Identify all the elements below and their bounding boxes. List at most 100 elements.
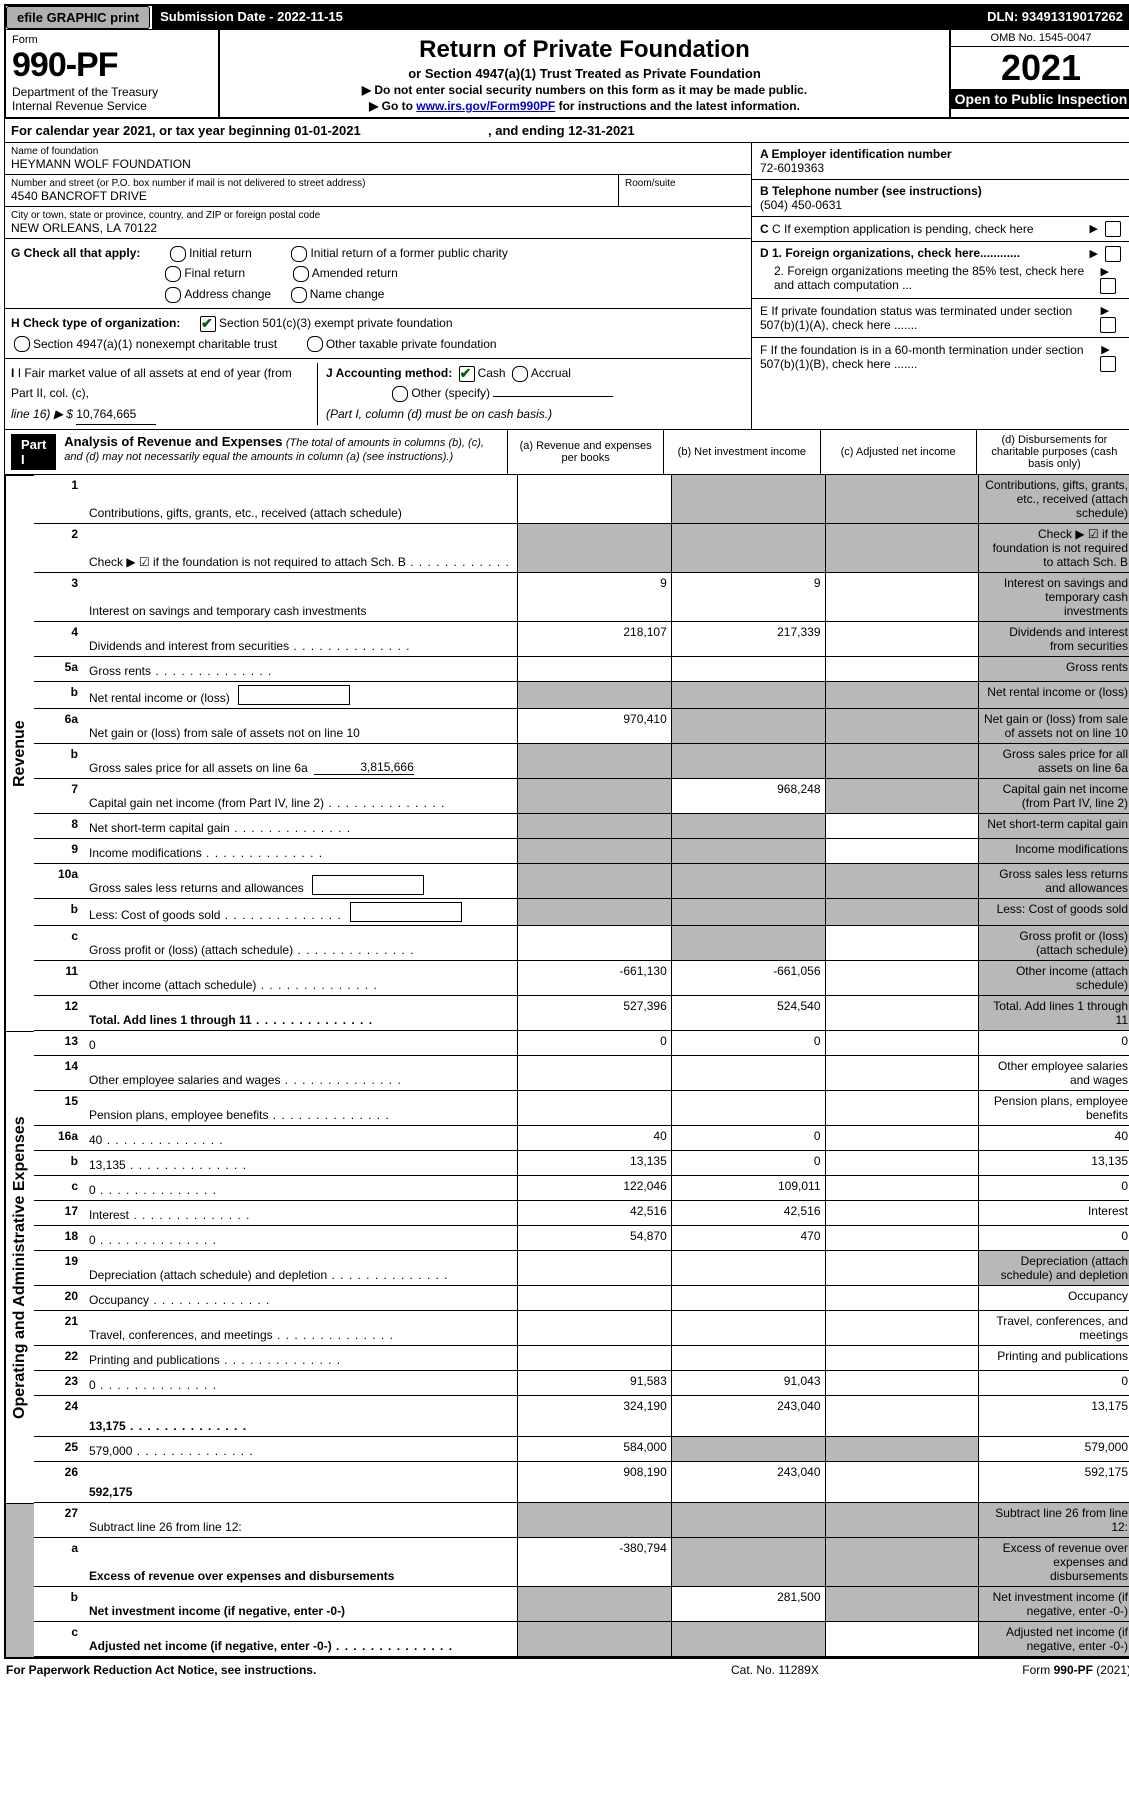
row-number: 19 xyxy=(34,1251,85,1285)
checkbox-name-change[interactable] xyxy=(291,287,307,303)
table-row: 8Net short-term capital gainNet short-te… xyxy=(34,814,1129,839)
checkbox-c[interactable] xyxy=(1105,221,1121,237)
cell-c xyxy=(826,1056,980,1090)
row-number: 7 xyxy=(34,779,85,813)
header-center: Return of Private Foundation or Section … xyxy=(220,30,951,117)
table-row: 16a4040040 xyxy=(34,1126,1129,1151)
info-right: A Employer identification number 72-6019… xyxy=(751,143,1129,429)
cell-d: Net short-term capital gain xyxy=(979,814,1129,838)
row-number: 13 xyxy=(34,1031,85,1055)
cell-a xyxy=(518,1091,672,1125)
submission-date: Submission Date - 2022-11-15 xyxy=(152,6,351,29)
row-number: 26 xyxy=(34,1462,85,1502)
cell-c xyxy=(826,1091,980,1125)
cell-c xyxy=(826,1437,980,1461)
cell-d: 0 xyxy=(979,1031,1129,1055)
row-description: Total. Add lines 1 through 11 xyxy=(85,996,518,1030)
cell-c xyxy=(826,839,980,863)
cell-d: Net rental income or (loss) xyxy=(979,682,1129,708)
row-description: Net investment income (if negative, ente… xyxy=(85,1587,518,1621)
cell-c xyxy=(826,709,980,743)
checkbox-501c3[interactable] xyxy=(200,316,216,332)
cell-a: 218,107 xyxy=(518,622,672,656)
cell-d: Other employee salaries and wages xyxy=(979,1056,1129,1090)
checkbox-address-change[interactable] xyxy=(165,287,181,303)
row-number: 4 xyxy=(34,622,85,656)
row-number: 27 xyxy=(34,1503,85,1537)
checkbox-4947[interactable] xyxy=(14,336,30,352)
row-number: b xyxy=(34,1587,85,1621)
checkbox-e[interactable] xyxy=(1100,317,1116,333)
cell-b xyxy=(672,1437,826,1461)
address-cell: Number and street (or P.O. box number if… xyxy=(5,175,751,207)
table-row: b13,13513,135013,135 xyxy=(34,1151,1129,1176)
cell-a xyxy=(518,475,672,523)
cell-c xyxy=(826,1176,980,1200)
checkbox-f[interactable] xyxy=(1100,356,1116,372)
checkbox-amended[interactable] xyxy=(293,266,309,282)
row-number: a xyxy=(34,1538,85,1586)
row-number: 20 xyxy=(34,1286,85,1310)
footer-right: Form 990-PF (2021) xyxy=(931,1663,1129,1677)
checkbox-other-taxable[interactable] xyxy=(307,336,323,352)
cell-b: 243,040 xyxy=(672,1462,826,1502)
cell-b xyxy=(672,709,826,743)
checkbox-other-method[interactable] xyxy=(392,386,408,402)
cell-a: 324,190 xyxy=(518,1396,672,1436)
info-left: Name of foundation HEYMANN WOLF FOUNDATI… xyxy=(5,143,751,429)
open-inspection: Open to Public Inspection xyxy=(951,89,1129,109)
table-row: 20OccupancyOccupancy xyxy=(34,1286,1129,1311)
row-number: 17 xyxy=(34,1201,85,1225)
cell-c xyxy=(826,682,980,708)
checkbox-initial-former[interactable] xyxy=(291,246,307,262)
cell-c xyxy=(826,1503,980,1537)
cell-a xyxy=(518,1056,672,1090)
checkbox-d1[interactable] xyxy=(1105,246,1121,262)
cell-b: 42,516 xyxy=(672,1201,826,1225)
table-row: 18054,8704700 xyxy=(34,1226,1129,1251)
cell-c xyxy=(826,864,980,898)
row-description: Contributions, gifts, grants, etc., rece… xyxy=(85,475,518,523)
checkbox-initial-return[interactable] xyxy=(170,246,186,262)
cell-a: 54,870 xyxy=(518,1226,672,1250)
row-number: 9 xyxy=(34,839,85,863)
cell-a: 42,516 xyxy=(518,1201,672,1225)
cell-d: Printing and publications xyxy=(979,1346,1129,1370)
cell-a: 970,410 xyxy=(518,709,672,743)
table-row: 4Dividends and interest from securities2… xyxy=(34,622,1129,657)
tax-year: 2021 xyxy=(951,47,1129,89)
checkbox-final-return[interactable] xyxy=(165,266,181,282)
footer-left: For Paperwork Reduction Act Notice, see … xyxy=(6,1663,731,1677)
row-number: 24 xyxy=(34,1396,85,1436)
cell-c xyxy=(826,1622,980,1656)
row-description: Travel, conferences, and meetings xyxy=(85,1311,518,1345)
efile-print-button[interactable]: efile GRAPHIC print xyxy=(6,6,150,29)
cell-b xyxy=(672,839,826,863)
table-row: bNet rental income or (loss)Net rental i… xyxy=(34,682,1129,709)
cell-b xyxy=(672,814,826,838)
checkbox-accrual[interactable] xyxy=(512,366,528,382)
checkbox-d2[interactable] xyxy=(1100,278,1116,294)
table-row: cGross profit or (loss) (attach schedule… xyxy=(34,926,1129,961)
table-row: 22Printing and publicationsPrinting and … xyxy=(34,1346,1129,1371)
part1-title: Analysis of Revenue and Expenses xyxy=(64,434,282,449)
cell-b: 0 xyxy=(672,1126,826,1150)
cell-b xyxy=(672,1251,826,1285)
cell-d: 0 xyxy=(979,1226,1129,1250)
checkbox-cash[interactable] xyxy=(459,366,475,382)
cell-c xyxy=(826,1226,980,1250)
cell-d: Net investment income (if negative, ente… xyxy=(979,1587,1129,1621)
table-row: 19Depreciation (attach schedule) and dep… xyxy=(34,1251,1129,1286)
part1-label: Part I xyxy=(11,434,56,470)
table-row: 3Interest on savings and temporary cash … xyxy=(34,573,1129,622)
instructions-link[interactable]: www.irs.gov/Form990PF xyxy=(416,99,555,113)
cell-c xyxy=(826,926,980,960)
section-e: E If private foundation status was termi… xyxy=(752,299,1129,338)
page-footer: For Paperwork Reduction Act Notice, see … xyxy=(4,1657,1129,1681)
table-row: 25579,000584,000579,000 xyxy=(34,1437,1129,1462)
form-header: Form 990-PF Department of the Treasury I… xyxy=(4,29,1129,119)
header-left: Form 990-PF Department of the Treasury I… xyxy=(6,30,220,117)
cell-c xyxy=(826,1371,980,1395)
row-number: c xyxy=(34,1622,85,1656)
row-description: Subtract line 26 from line 12: xyxy=(85,1503,518,1537)
